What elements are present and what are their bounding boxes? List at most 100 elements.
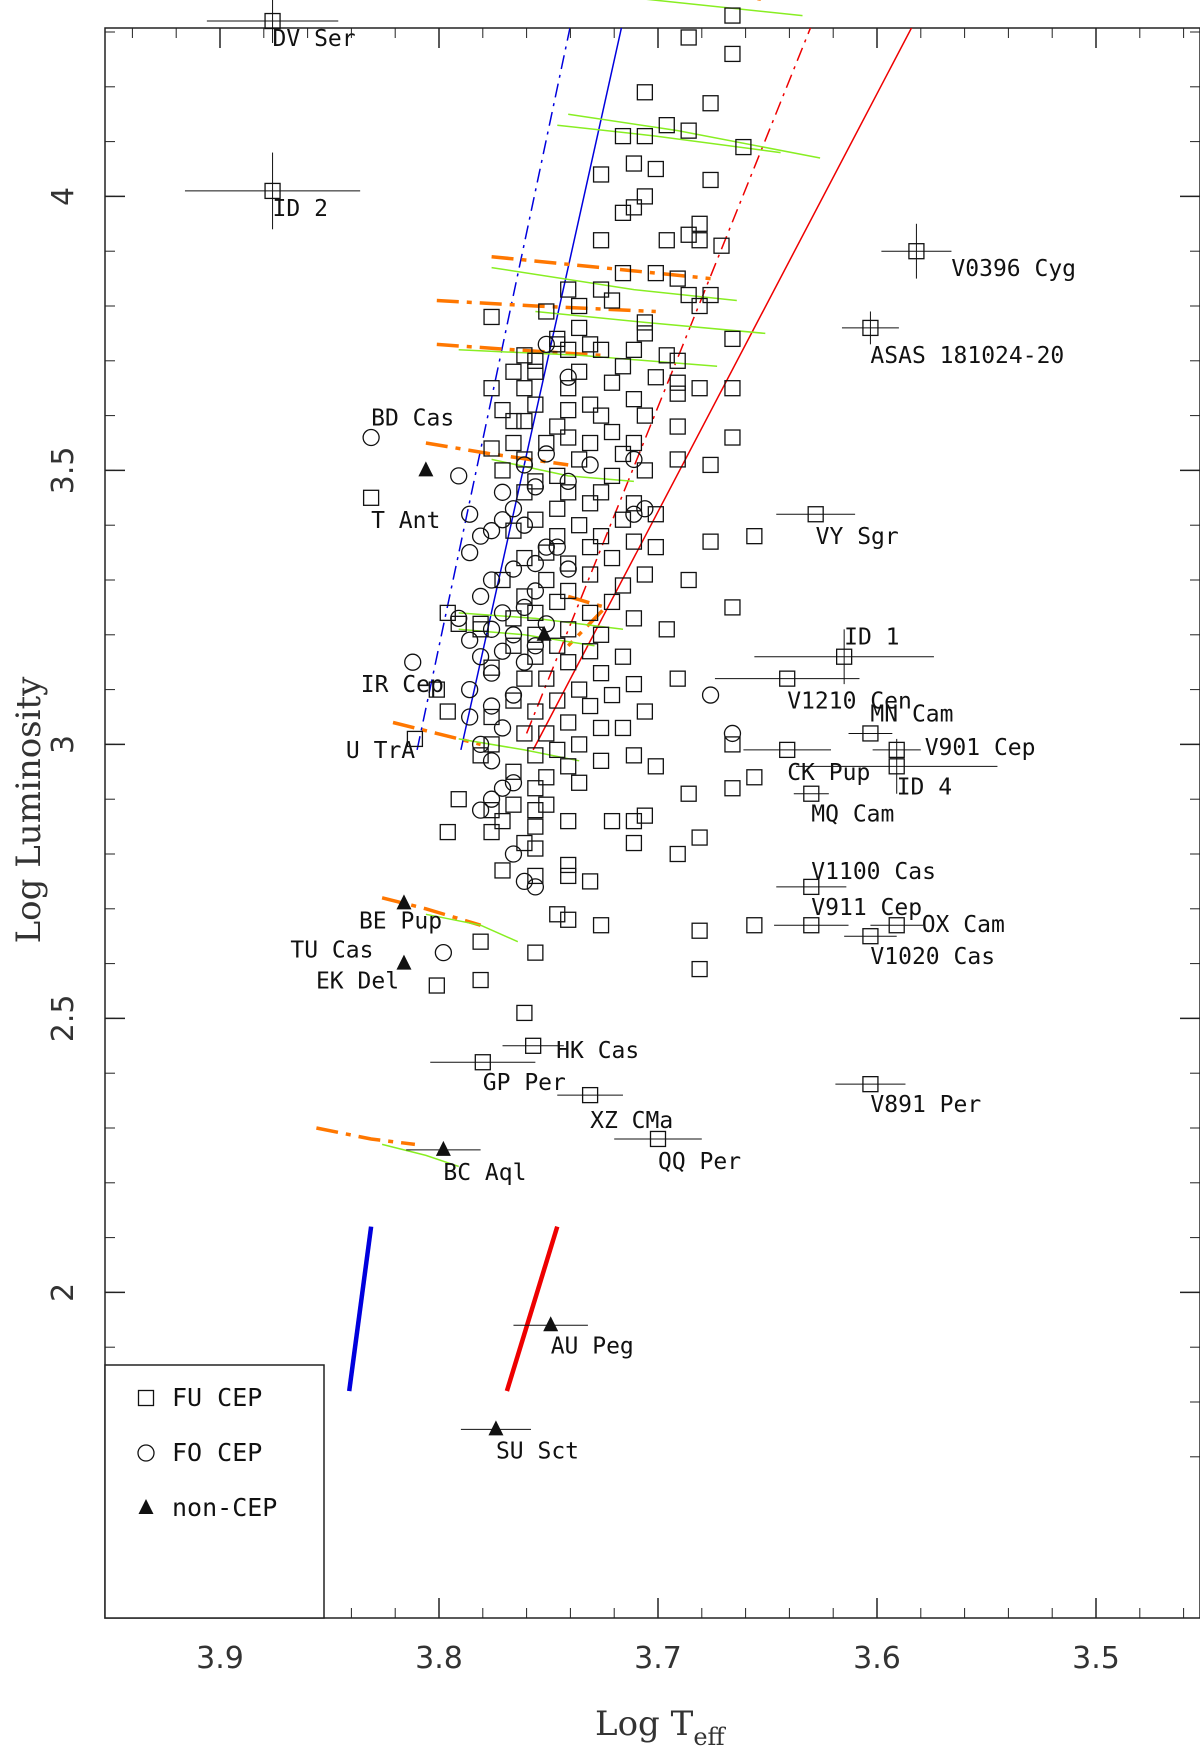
- fu-cep-point: [571, 517, 588, 534]
- fu-cep-point: [516, 347, 533, 364]
- fo-cep-point: [461, 708, 479, 726]
- fu-cep-point: [724, 380, 741, 397]
- fu-cep-point: [483, 823, 500, 841]
- fu-cep-point: [538, 725, 555, 742]
- fu-cep-point: [472, 621, 489, 638]
- star-label-bc-aql: BC Aql: [443, 1160, 526, 1186]
- fu-cep-point: [581, 697, 599, 715]
- star-label-v911-cep: V911 Cep: [811, 895, 922, 921]
- fo-cep-point: [515, 653, 534, 671]
- star-label-ck-pup: CK Pup: [787, 760, 870, 786]
- star-label-bd-cas: BD Cas: [371, 406, 454, 432]
- fu-cep-point: [494, 862, 511, 879]
- fu-cep-point: [625, 341, 643, 358]
- mq-cam-point: [803, 785, 820, 802]
- fu-cep-point: [516, 1004, 533, 1022]
- fu-cep-point: [527, 396, 544, 413]
- fu-cep-point: [560, 484, 577, 501]
- fu-cep-point: [614, 127, 632, 145]
- fu-cep-point: [516, 412, 533, 430]
- fu-cep-point: [658, 621, 675, 638]
- fu-cep-point: [625, 812, 643, 830]
- fu-cep-point: [549, 336, 566, 353]
- fu-cep-point: [483, 708, 500, 726]
- x-tick-label: 3.5: [1072, 1641, 1120, 1676]
- u-tra-point: [406, 730, 424, 748]
- fu-cep-point: [669, 418, 686, 435]
- fu-cep-point: [571, 451, 588, 468]
- fu-cep-point: [625, 675, 643, 693]
- star-label-v1210-cen: V1210 Cen: [787, 689, 912, 715]
- fu-cep-point: [516, 380, 533, 397]
- fu-cep-point: [625, 199, 643, 216]
- fo-cep-point: [625, 505, 643, 523]
- fo-cep-point: [471, 527, 490, 545]
- fu-cep-point: [527, 352, 544, 369]
- fu-cep-point: [450, 791, 467, 808]
- fu-cep-point: [560, 911, 577, 928]
- ox-cam-point: [888, 917, 905, 934]
- au-peg-point: [543, 1316, 559, 1332]
- axes: 3.93.83.73.63.522.533.544.5: [46, 28, 1200, 1676]
- star-label-xz-cma: XZ CMa: [590, 1108, 673, 1134]
- fo-cep-point: [581, 456, 599, 474]
- fo-cep-point: [537, 538, 555, 556]
- fu-cep-point: [516, 484, 533, 501]
- fo-cep-point: [515, 456, 534, 474]
- fu-cep-point: [581, 604, 599, 622]
- legend-circle-icon: [137, 1444, 155, 1462]
- fu-cep-point: [549, 500, 566, 517]
- blue-solid-strip-line: [460, 28, 623, 751]
- fu-cep-point: [560, 401, 577, 419]
- dv-ser-point: [264, 12, 281, 30]
- mn-cam-point: [862, 725, 879, 742]
- fu-cep-point: [614, 511, 632, 528]
- fu-cep-point: [592, 281, 610, 298]
- fu-cep-point: [560, 429, 577, 446]
- star-label-vy-sgr: VY Sgr: [816, 524, 899, 550]
- blue-legend-track: [346, 1226, 374, 1392]
- star-label-dv-ser: DV Ser: [273, 26, 356, 52]
- fu-cep-point: [527, 604, 544, 622]
- fu-cep-point: [636, 703, 654, 720]
- fu-cep-point: [483, 380, 500, 397]
- fo-cep-point: [548, 538, 566, 556]
- id-1-point: [836, 648, 853, 665]
- fu-cep-point: [505, 637, 522, 654]
- fu-cep-point: [505, 610, 522, 627]
- fu-cep-point: [625, 434, 643, 452]
- star-label-mq-cam: MQ Cam: [811, 802, 894, 828]
- fu-cep-point: [702, 95, 719, 112]
- green-evolutionary-track: [458, 612, 624, 631]
- fo-cep-point: [504, 686, 523, 704]
- green-evolutionary-track: [557, 124, 781, 154]
- star-label-id-2: ID 2: [273, 196, 328, 222]
- green-evolutionary-track: [535, 310, 766, 335]
- y-tick-label: 2: [46, 1283, 81, 1302]
- fo-cep-point: [526, 637, 545, 655]
- fu-cep-point: [658, 347, 675, 364]
- fo-cep-point: [515, 872, 534, 891]
- star-label-t-ant: T Ant: [371, 508, 440, 534]
- ek-del-point: [396, 954, 412, 970]
- fu-cep-point: [505, 522, 522, 539]
- fo-cep-point: [493, 642, 512, 660]
- fo-cep-point: [482, 522, 501, 540]
- vy-sgr-point: [807, 506, 824, 523]
- fo-cep-point: [482, 697, 501, 715]
- fu-cep-point: [658, 117, 675, 134]
- fu-cep-point: [669, 385, 686, 402]
- fo-cep-point: [482, 790, 501, 808]
- fu-cep-point: [735, 138, 752, 156]
- x-tick-label: 3.7: [634, 1641, 682, 1676]
- fu-cep-point: [592, 626, 610, 643]
- red-legend-track: [504, 1225, 560, 1392]
- fu-cep-point: [560, 555, 577, 572]
- fu-cep-point: [658, 232, 675, 249]
- fu-cep-point: [647, 160, 664, 178]
- x-tick-label: 3.8: [415, 1641, 463, 1676]
- fu-cep-point: [669, 352, 686, 369]
- fu-cep-point: [680, 286, 697, 304]
- star-label-qq-per: QQ Per: [658, 1149, 741, 1175]
- fu-cep-point: [636, 84, 654, 101]
